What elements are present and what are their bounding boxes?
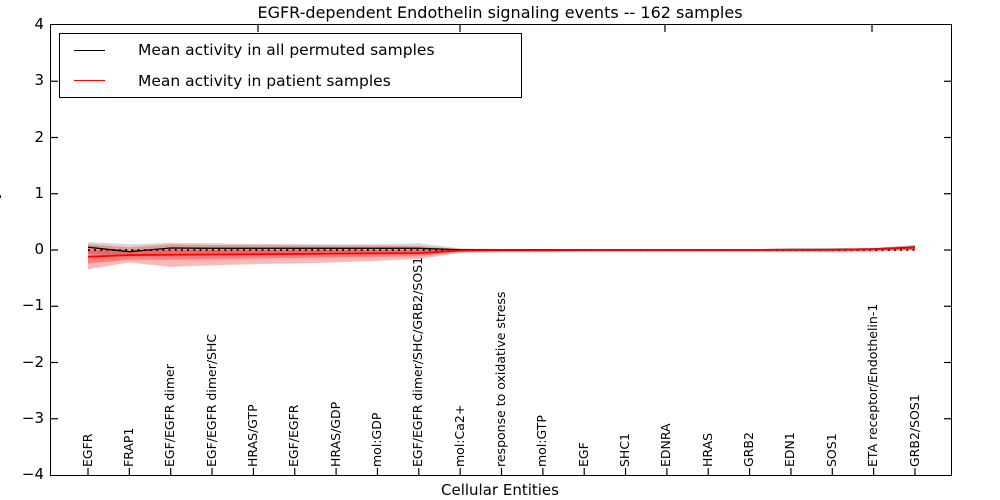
x-tick-label: ETA receptor/Endothelin-1 bbox=[865, 303, 881, 467]
x-tick-label: EGF/EGFR dimer bbox=[162, 364, 178, 467]
x-tick-label: GRB2/SOS1 bbox=[906, 394, 922, 467]
x-tick-label: FRAP1 bbox=[120, 427, 136, 467]
x-tick-label: mol:GTP bbox=[534, 415, 550, 467]
x-tick-label: HRAS/GTP bbox=[244, 404, 260, 467]
x-tick-label: EGF/EGFR bbox=[286, 404, 302, 467]
y-tick-label: 3 bbox=[34, 71, 44, 90]
legend-item-permuted: Mean activity in all permuted samples bbox=[60, 36, 521, 64]
x-tick-label: mol:GDP bbox=[368, 412, 384, 467]
chart-title: EGFR-dependent Endothelin signaling even… bbox=[257, 3, 743, 22]
x-tick-label: HRAS bbox=[699, 432, 715, 467]
legend-label: Mean activity in all permuted samples bbox=[138, 41, 435, 60]
legend-label: Mean activity in patient samples bbox=[138, 71, 391, 90]
y-tick-label: 0 bbox=[34, 240, 44, 258]
y-axis-label: Inferred Activity bbox=[0, 190, 2, 310]
y-tick-label: −2 bbox=[21, 352, 44, 371]
y-tick-label: 1 bbox=[34, 183, 44, 202]
x-tick-label: EGF/EGFR dimer/SHC bbox=[203, 333, 219, 467]
legend-item-patient: Mean activity in patient samples bbox=[60, 67, 521, 95]
y-tick-label: −3 bbox=[21, 408, 44, 427]
chart-canvas bbox=[51, 25, 951, 475]
x-tick-label: EGFR bbox=[79, 433, 95, 467]
x-tick-label: GRB2 bbox=[741, 432, 757, 467]
plot-area bbox=[50, 24, 952, 476]
legend: Mean activity in all permuted samples Me… bbox=[59, 33, 522, 98]
x-tick-label: response to oxidative stress bbox=[493, 291, 508, 467]
x-tick-label: EGF bbox=[575, 442, 591, 467]
permuted-line-swatch bbox=[74, 49, 105, 51]
y-tick-label: 2 bbox=[34, 127, 44, 146]
y-tick-label: −4 bbox=[21, 465, 44, 483]
x-tick-label: mol:Ca2+ bbox=[451, 404, 467, 467]
x-tick-label: SHC1 bbox=[617, 432, 633, 467]
x-axis-label: Cellular Entities bbox=[441, 481, 559, 499]
y-tick-label: −1 bbox=[21, 296, 44, 315]
patient-mean-line bbox=[87, 246, 916, 258]
x-tick-label: SOS1 bbox=[823, 433, 839, 467]
y-tick-label: 4 bbox=[34, 15, 44, 33]
x-tick-label: HRAS/GDP bbox=[327, 401, 343, 467]
x-tick-label: EGF/EGFR dimer/SHC/GRB2/SOS1 bbox=[410, 256, 426, 467]
patient-line-swatch bbox=[74, 80, 105, 82]
x-tick-label: EDN1 bbox=[782, 432, 798, 467]
x-tick-label: EDNRA bbox=[658, 423, 674, 467]
